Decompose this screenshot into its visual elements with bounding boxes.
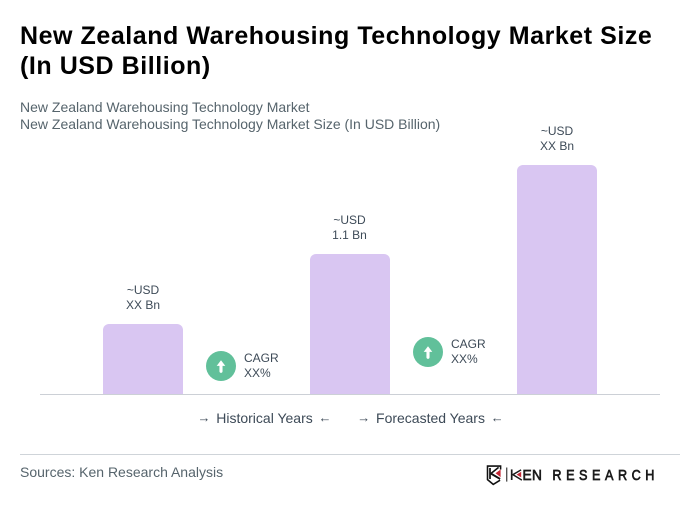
- svg-text:EN: EN: [523, 467, 543, 483]
- svg-text:RESEARCH: RESEARCH: [552, 467, 659, 483]
